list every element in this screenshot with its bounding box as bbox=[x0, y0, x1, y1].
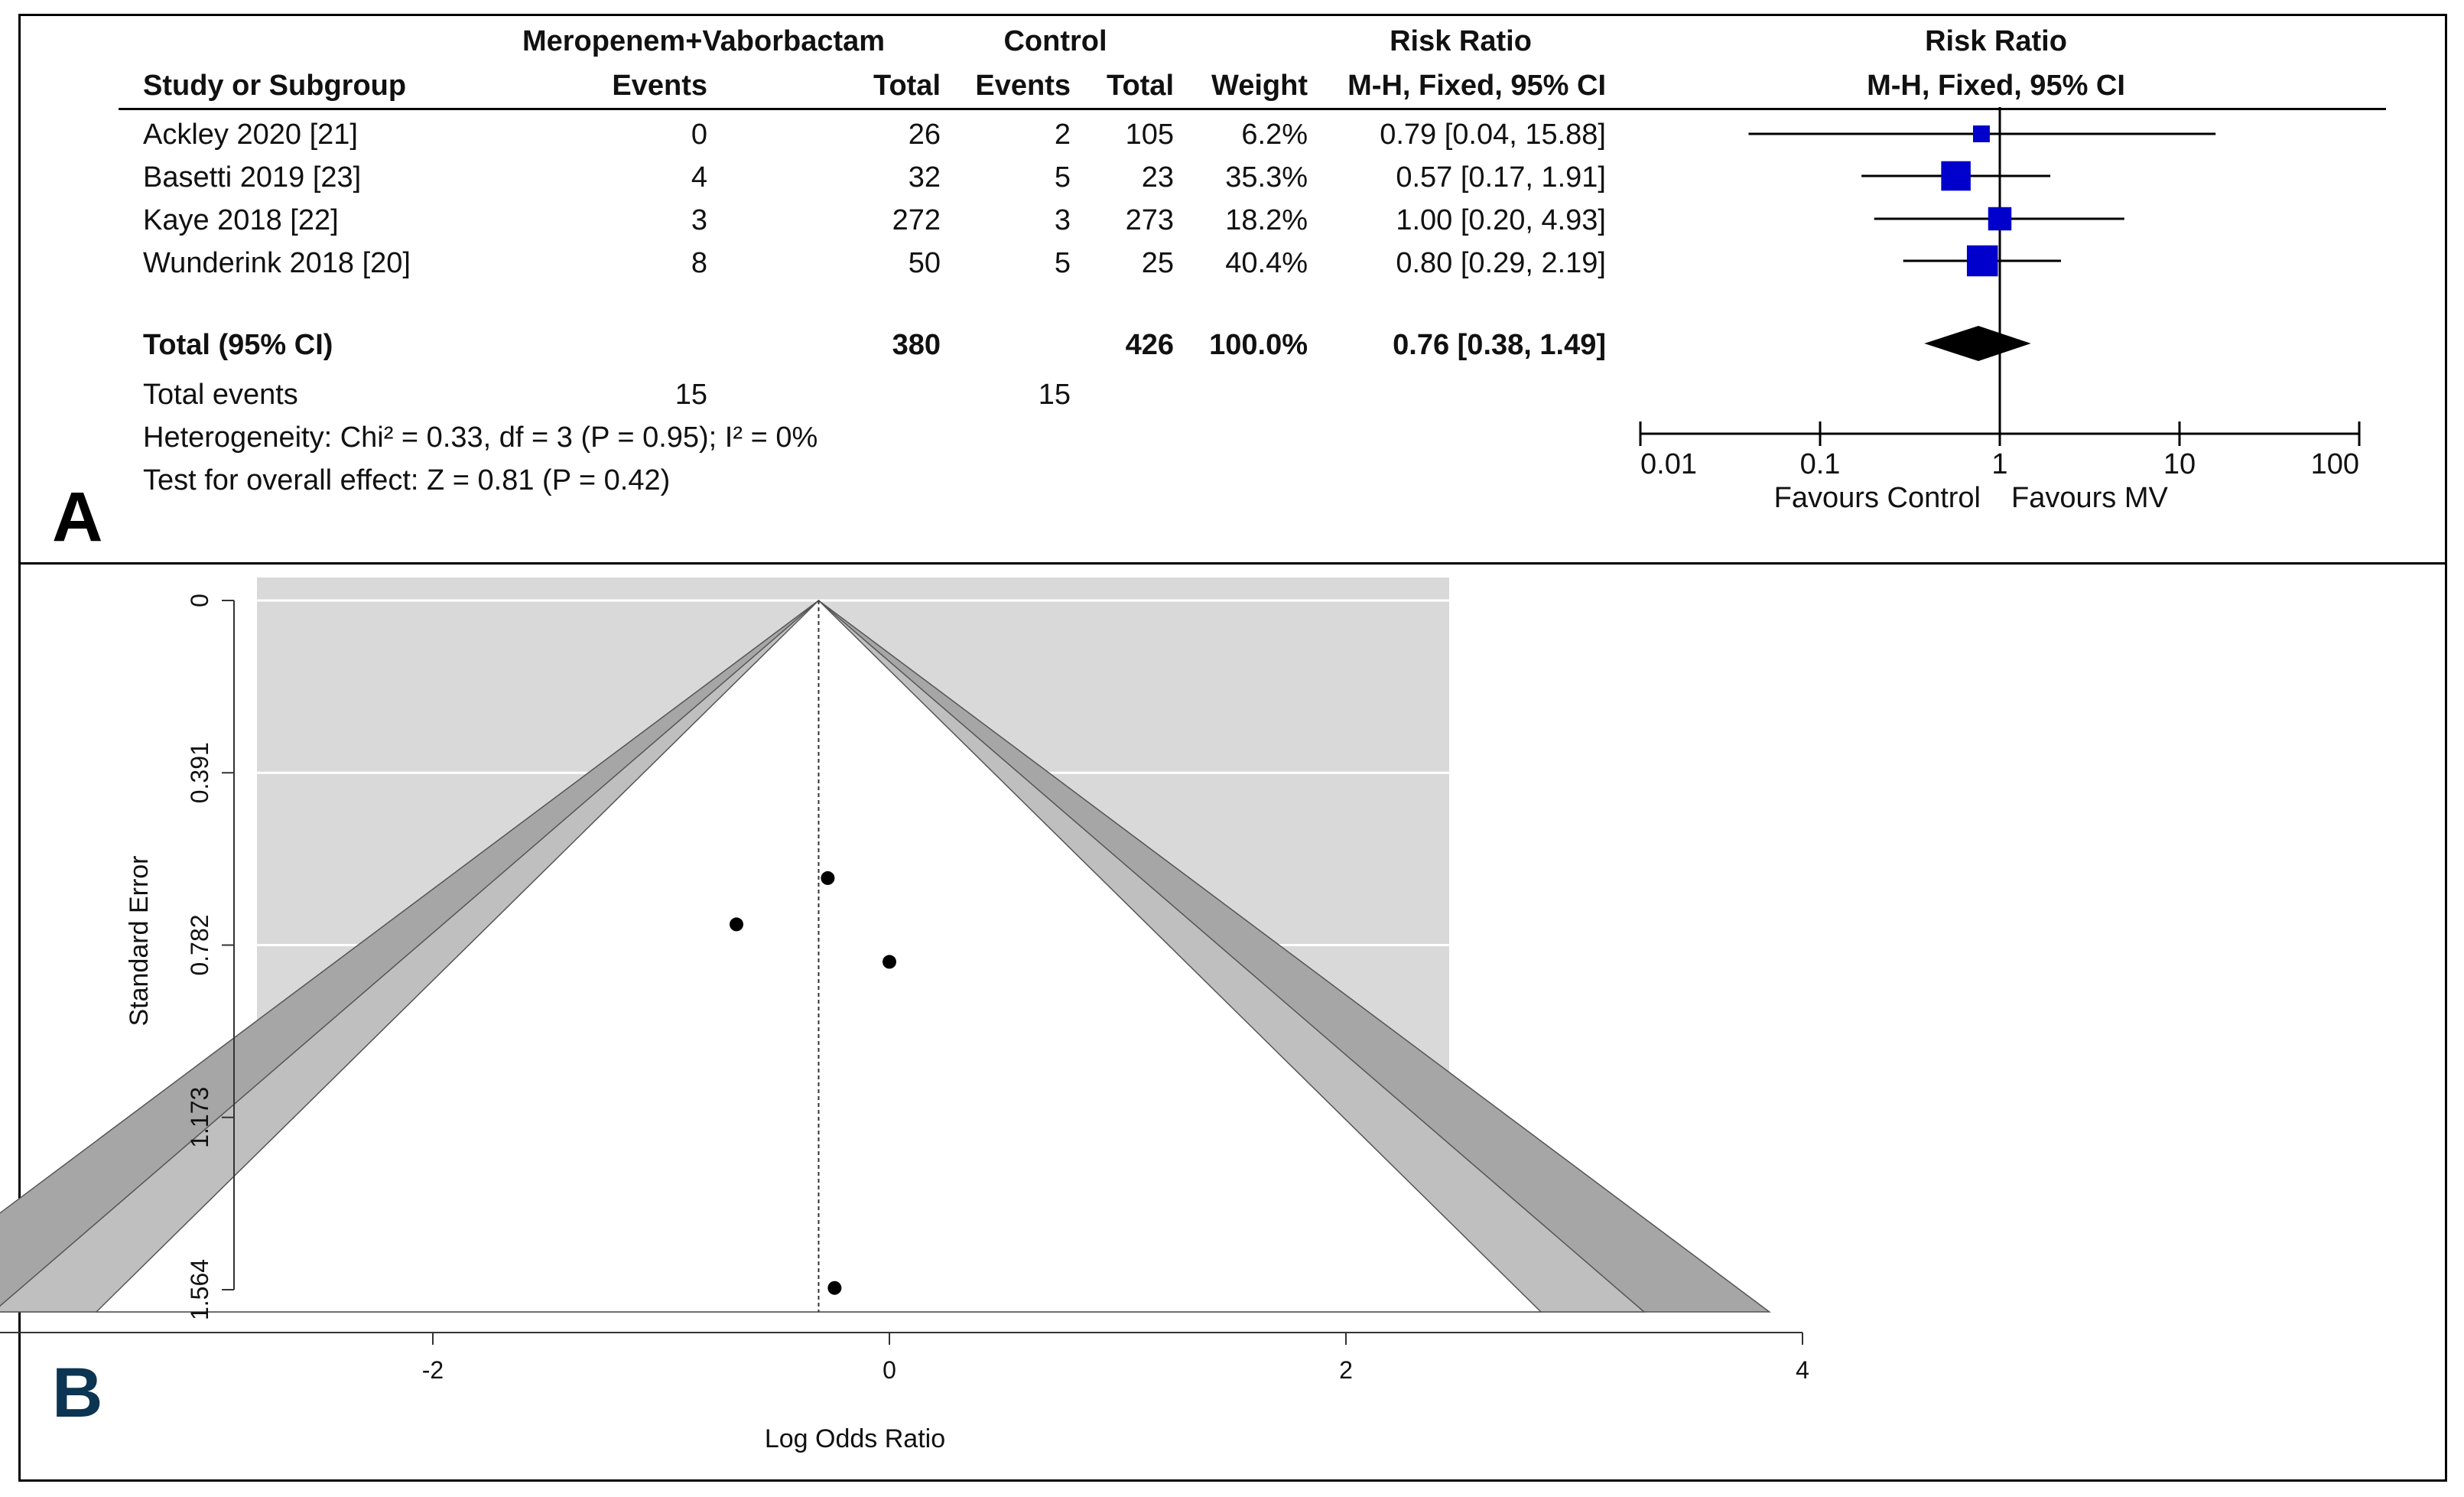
funnel-y-tick-label: 0.391 bbox=[186, 742, 213, 803]
funnel-point bbox=[730, 917, 744, 932]
group1-header: Meropenem+Vaborbactam bbox=[522, 25, 886, 57]
events1-column-header: Events bbox=[612, 70, 707, 102]
funnel-x-tick-label: 2 bbox=[1339, 1356, 1353, 1384]
funnel-x-tick-label: -2 bbox=[422, 1356, 444, 1384]
forest-x-tick-label: 0.1 bbox=[1800, 448, 1841, 480]
weight-value: 18.2% bbox=[1225, 204, 1308, 236]
total1-value: 26 bbox=[908, 119, 941, 151]
method-plot-header: M-H, Fixed, 95% CI bbox=[1867, 70, 2125, 102]
ci-value: 0.57 [0.17, 1.91] bbox=[1396, 161, 1606, 194]
funnel-y-tick-label: 0.782 bbox=[186, 914, 213, 975]
total-events2: 15 bbox=[1038, 379, 1071, 411]
events1-value: 8 bbox=[691, 247, 707, 279]
events2-value: 5 bbox=[1054, 247, 1071, 279]
study-name: Ackley 2020 [21] bbox=[143, 119, 358, 151]
funnel-point bbox=[883, 955, 896, 969]
total2-column-header: Total bbox=[1107, 70, 1174, 102]
total-weight: 100.0% bbox=[1209, 329, 1308, 361]
header-rule bbox=[119, 108, 2386, 110]
events2-column-header: Events bbox=[975, 70, 1071, 102]
funnel-point bbox=[821, 871, 835, 885]
study-name: Wunderink 2018 [20] bbox=[143, 247, 411, 279]
study-estimate-square bbox=[1941, 161, 1971, 191]
total-ci: 0.76 [0.38, 1.49] bbox=[1393, 329, 1606, 361]
total1-value: 272 bbox=[892, 204, 941, 236]
funnel-y-tick-label: 0 bbox=[186, 594, 213, 607]
total1-sum: 380 bbox=[892, 329, 941, 361]
ci-value: 1.00 [0.20, 4.93] bbox=[1396, 204, 1606, 236]
risk-ratio-header: Risk Ratio bbox=[1390, 25, 1532, 57]
heterogeneity-text: Heterogeneity: Chi² = 0.33, df = 3 (P = … bbox=[143, 421, 818, 454]
total1-column-header: Total bbox=[873, 70, 941, 102]
panel-b-frame bbox=[18, 562, 2447, 1482]
funnel-x-tick-label: 4 bbox=[1796, 1356, 1809, 1384]
panel-a-label: A bbox=[52, 478, 103, 556]
funnel-y-tick-label: 1.564 bbox=[186, 1259, 213, 1320]
pooled-estimate-diamond bbox=[1924, 326, 2031, 361]
favours-mv-label: Favours MV bbox=[2011, 482, 2168, 514]
ci-value: 0.80 [0.29, 2.19] bbox=[1396, 247, 1606, 279]
weight-column-header: Weight bbox=[1211, 70, 1308, 102]
events2-value: 3 bbox=[1054, 204, 1071, 236]
favours-control-label: Favours Control bbox=[1774, 482, 1981, 514]
funnel-point bbox=[827, 1281, 842, 1295]
total2-value: 25 bbox=[1141, 247, 1174, 279]
total2-sum: 426 bbox=[1125, 329, 1174, 361]
total1-value: 32 bbox=[908, 161, 941, 194]
study-name: Kaye 2018 [22] bbox=[143, 204, 339, 236]
total-label: Total (95% CI) bbox=[143, 329, 333, 361]
total2-value: 105 bbox=[1125, 119, 1174, 151]
events1-value: 3 bbox=[691, 204, 707, 236]
forest-x-tick-label: 1 bbox=[1991, 448, 2007, 480]
events1-value: 0 bbox=[691, 119, 707, 151]
funnel-x-tick-label: 0 bbox=[883, 1356, 896, 1384]
total1-value: 50 bbox=[908, 247, 941, 279]
forest-x-tick-label: 100 bbox=[2311, 448, 2359, 480]
group2-header: Control bbox=[1003, 25, 1107, 57]
ci-value: 0.79 [0.04, 15.88] bbox=[1380, 119, 1606, 151]
forest-x-tick-label: 0.01 bbox=[1640, 448, 1697, 480]
risk-ratio-plot-header: Risk Ratio bbox=[1925, 25, 2067, 57]
study-estimate-square bbox=[1966, 245, 1998, 277]
total2-value: 273 bbox=[1125, 204, 1174, 236]
weight-value: 35.3% bbox=[1225, 161, 1308, 194]
events1-value: 4 bbox=[691, 161, 707, 194]
panel-a-frame bbox=[18, 14, 2447, 565]
funnel-y-tick-label: 1.173 bbox=[186, 1087, 213, 1148]
events2-value: 2 bbox=[1054, 119, 1071, 151]
study-estimate-square bbox=[1972, 125, 1990, 142]
panel-b-label: B bbox=[52, 1354, 103, 1432]
study-estimate-square bbox=[1988, 207, 2012, 231]
study-column-header: Study or Subgroup bbox=[143, 70, 407, 102]
total-events-label: Total events bbox=[143, 379, 298, 411]
study-name: Basetti 2019 [23] bbox=[143, 161, 362, 194]
events2-value: 5 bbox=[1054, 161, 1071, 194]
total-events1: 15 bbox=[675, 379, 707, 411]
funnel-y-axis-title: Standard Error bbox=[125, 856, 154, 1027]
weight-value: 6.2% bbox=[1241, 119, 1308, 151]
overall-effect-text: Test for overall effect: Z = 0.81 (P = 0… bbox=[143, 464, 671, 496]
method-column-header: M-H, Fixed, 95% CI bbox=[1347, 70, 1606, 102]
forest-x-tick-label: 10 bbox=[2163, 448, 2196, 480]
funnel-x-axis-title: Log Odds Ratio bbox=[765, 1424, 945, 1453]
total2-value: 23 bbox=[1141, 161, 1174, 194]
weight-value: 40.4% bbox=[1225, 247, 1308, 279]
forest-plot: 0.01 0.1 1 10 100 Favours Control Favours MV bbox=[1639, 107, 2361, 514]
